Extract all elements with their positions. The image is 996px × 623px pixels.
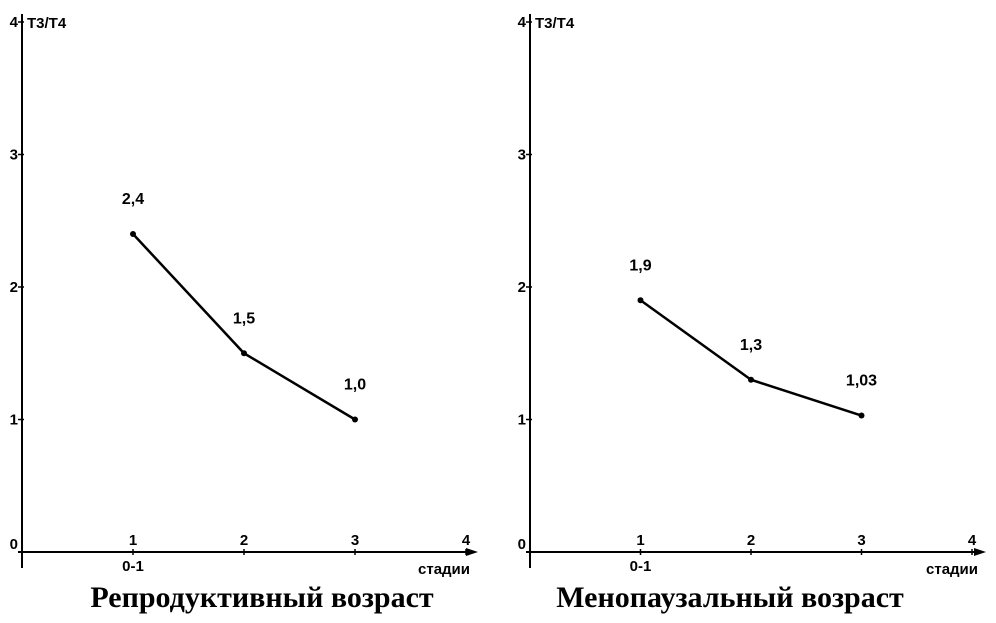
series-line (639, 299, 862, 417)
y-tick-label: 1 (518, 412, 526, 429)
x-axis-arrow (974, 548, 986, 556)
x-tick-label: 3 (351, 532, 359, 549)
y-tick-label: 1 (10, 412, 18, 429)
data-label: 2,4 (122, 191, 144, 208)
chart-panel-menopausal: 0 1 2 3 4 Т3/Т4 1 2 3 4 0-1 стадии 1,9 1,3 1,03 (518, 14, 986, 578)
data-label: 1,0 (344, 377, 366, 394)
x-axis-label: стадии (926, 561, 978, 578)
y-tick-label: 3 (518, 147, 526, 164)
y-tick-label: 0 (518, 536, 526, 553)
data-point (130, 231, 136, 237)
y-tick-label: 2 (10, 279, 18, 296)
data-point (352, 416, 358, 423)
data-point (748, 376, 754, 383)
y-tick-label: 0 (10, 536, 18, 553)
x-tick-label: 2 (747, 532, 755, 549)
data-label: 1,03 (846, 373, 877, 390)
x-tick-label: 4 (968, 532, 977, 549)
y-tick-label: 4 (518, 14, 527, 31)
x-tick-label: 1 (129, 532, 137, 549)
chart-panel-reproductive: 0 1 2 3 4 Т3/Т4 1 2 3 4 0-1 стадии 2,4 1,5 1,0 (10, 14, 478, 578)
x-sub-tick-label: 0-1 (630, 558, 652, 575)
x-tick-label: 4 (462, 532, 471, 549)
chart-title-reproductive: Репродуктивный возраст (90, 581, 434, 614)
x-sub-tick-label: 0-1 (122, 558, 144, 575)
x-axis-label: стадии (418, 561, 470, 578)
y-axis-label: Т3/Т4 (535, 15, 575, 32)
data-label: 1,9 (629, 257, 651, 274)
y-axis-label: Т3/Т4 (27, 15, 67, 32)
data-point (241, 350, 247, 357)
data-label: 1,5 (233, 310, 255, 327)
x-tick-label: 2 (240, 532, 248, 549)
x-axis-arrow (466, 548, 478, 556)
data-point (637, 297, 644, 304)
y-tick-label: 2 (518, 279, 526, 296)
y-tick-label: 3 (10, 147, 18, 164)
data-label: 1,3 (740, 337, 762, 354)
x-tick-label: 3 (857, 532, 865, 549)
y-tick-label: 4 (10, 14, 19, 31)
x-tick-label: 1 (636, 532, 644, 549)
chart-title-menopausal: Менопаузальный возраст (556, 581, 904, 614)
data-point (858, 412, 865, 419)
